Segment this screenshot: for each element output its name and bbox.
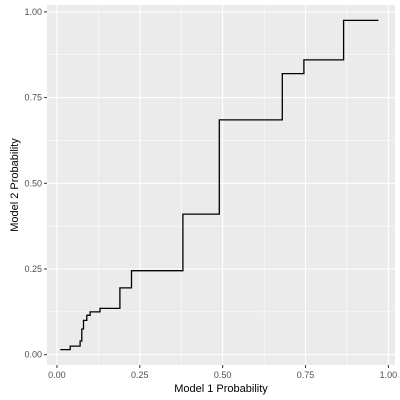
x-tick-label: 0.75 [297,370,315,380]
series-step-line [60,19,379,351]
x-tick-label: 0.00 [48,370,66,380]
y-axis-ticks: 0.00 0.25 0.50 0.75 1.00 [24,7,47,360]
minor-gridlines [47,5,395,365]
x-axis-title: Model 1 Probability [174,383,268,395]
x-tick-label: 0.50 [214,370,232,380]
y-tick-label: 0.75 [24,93,42,103]
plot-panel [47,5,395,365]
x-tick-label: 0.25 [131,370,149,380]
x-axis-ticks: 0.00 0.25 0.50 0.75 1.00 [48,365,397,380]
x-tick-label: 1.00 [380,370,398,380]
y-tick-label: 0.50 [24,178,42,188]
series-layer [60,19,379,351]
y-tick-label: 0.25 [24,264,42,274]
y-tick-label: 0.00 [24,350,42,360]
major-gridlines [47,5,395,365]
y-tick-label: 1.00 [24,7,42,17]
y-axis-title: Model 2 Probability [9,138,21,232]
